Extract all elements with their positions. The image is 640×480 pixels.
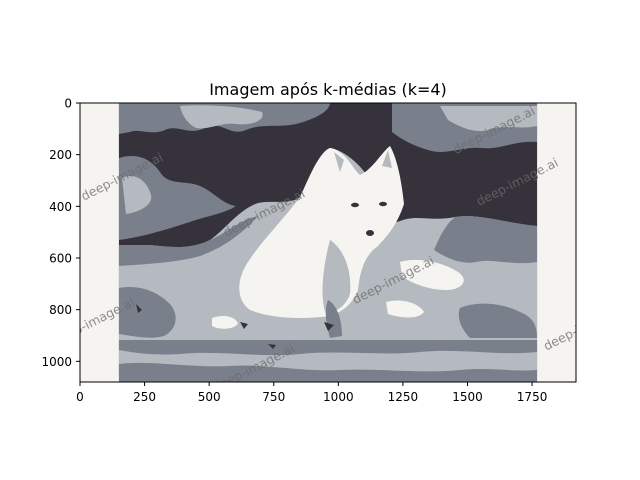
cluster-medium-left-ear <box>334 152 344 172</box>
y-tick-label-2: 400 <box>49 200 72 214</box>
x-tick-label-5: 1250 <box>388 390 419 404</box>
x-tick-label-2: 500 <box>198 390 221 404</box>
cluster-white-snow-mid <box>386 300 424 318</box>
cluster-dark-right-eye <box>379 201 387 207</box>
x-tick-label-4: 1000 <box>323 390 354 404</box>
cluster-light-sky-top <box>180 105 263 129</box>
cluster-white-snow-left <box>212 316 238 329</box>
cluster-medium-ground-strip <box>119 340 537 356</box>
cluster-medium-ground-bottom <box>119 362 537 382</box>
clustered-image: deep-image.ai deep-image.aideep-image.aid… <box>80 103 576 382</box>
cluster-light-fox-shade <box>322 240 351 314</box>
x-tick-label-0: 0 <box>76 390 84 404</box>
cluster-medium-right-mid <box>434 216 537 264</box>
x-tick-label-7: 1750 <box>517 390 548 404</box>
cluster-dark-left-eye <box>351 202 359 208</box>
cluster-medium-right-ear <box>382 150 392 168</box>
cluster-medium-ridge <box>119 216 258 266</box>
y-tick-label-3: 600 <box>49 252 72 266</box>
y-tick-label-1: 200 <box>49 148 72 162</box>
cluster-dark-nose <box>366 230 374 236</box>
x-tick-label-6: 1500 <box>452 390 483 404</box>
y-tick-label-4: 800 <box>49 303 72 317</box>
cluster-medium-ground-right <box>458 303 537 338</box>
cluster-medium-ground-left <box>119 286 176 338</box>
chart-title: Imagem após k-médias (k=4) <box>209 80 447 99</box>
y-axis: 0 200 400 600 800 1000 <box>41 97 80 369</box>
image-content-region <box>118 103 538 382</box>
cluster-white-snow-right <box>400 259 464 290</box>
cluster-light-sky-left <box>122 175 152 214</box>
axes-frame <box>79 102 577 383</box>
cluster-light-sky-right <box>440 106 537 132</box>
y-tick-label-5: 1000 <box>41 355 72 369</box>
cluster-light-ground-mid <box>150 354 520 366</box>
x-tick-label-3: 750 <box>262 390 285 404</box>
y-tick-label-0: 0 <box>64 97 72 111</box>
x-tick-label-1: 250 <box>133 390 156 404</box>
cluster-white-fox <box>239 146 404 318</box>
x-axis: 0 250 500 750 1000 1250 1500 1750 <box>76 382 547 404</box>
cluster-medium-sky-left <box>119 155 236 240</box>
